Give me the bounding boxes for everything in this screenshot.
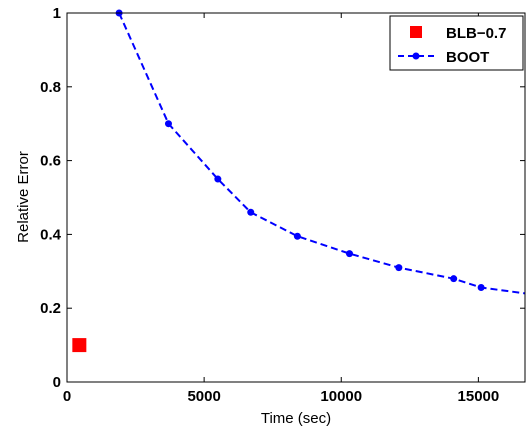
boot-data-point xyxy=(247,208,255,216)
y-tick-label: 0.4 xyxy=(40,226,62,243)
boot-data-point xyxy=(214,175,222,183)
x-tick-label: 15000 xyxy=(458,388,500,405)
boot-series-line xyxy=(118,12,526,295)
boot-data-point xyxy=(345,250,353,258)
y-tick-label: 0.8 xyxy=(40,79,61,96)
boot-data-point xyxy=(450,275,458,283)
legend-box xyxy=(389,15,524,71)
plot-area xyxy=(72,9,526,353)
blb-data-point xyxy=(72,338,87,353)
legend-marker-blb xyxy=(410,26,422,38)
boot-data-point xyxy=(293,232,301,240)
y-tick-label: 1 xyxy=(53,5,61,22)
x-tick-label: 0 xyxy=(63,388,71,405)
boot-data-point xyxy=(164,120,172,128)
boot-data-point xyxy=(477,284,485,292)
legend-label-blb: BLB−0.7 xyxy=(446,25,506,42)
boot-data-point xyxy=(395,264,403,272)
legend-label-boot: BOOT xyxy=(446,49,489,66)
axis-ticks: 0 5000 10000 15000 0 0.2 0.4 0.6 0.8 1 xyxy=(40,5,525,405)
y-axis-label: Relative Error xyxy=(15,151,32,243)
y-tick-label: 0.2 xyxy=(40,300,61,317)
x-tick-label: 10000 xyxy=(320,388,362,405)
x-axis-label: Time (sec) xyxy=(261,410,331,427)
y-tick-label: 0 xyxy=(53,374,61,391)
plot-frame xyxy=(66,12,526,383)
y-tick-label: 0.6 xyxy=(40,153,61,170)
legend: BLB−0.7 BOOT xyxy=(389,15,524,71)
legend-marker-boot xyxy=(412,52,420,60)
x-tick-label: 5000 xyxy=(187,388,220,405)
